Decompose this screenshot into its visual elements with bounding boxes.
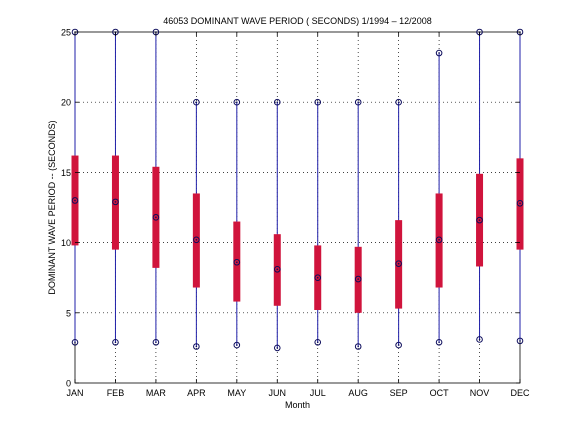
min-marker-dot	[397, 344, 400, 346]
x-tick-label: DEC	[510, 388, 530, 398]
box-series	[71, 28, 524, 352]
y-axis-label: DOMINANT WAVE PERIOD -- (SECONDS)	[47, 120, 57, 294]
min-marker	[193, 343, 200, 350]
min-marker	[152, 338, 160, 346]
max-marker	[273, 98, 281, 106]
median-marker-dot	[155, 216, 157, 219]
median-marker	[314, 274, 322, 282]
min-marker	[516, 337, 524, 345]
max-marker	[354, 98, 362, 106]
min-marker	[476, 336, 483, 343]
x-tick-label: FEB	[107, 388, 125, 398]
min-marker	[233, 341, 241, 349]
median-marker	[233, 258, 241, 266]
y-tick-label: 15	[61, 168, 71, 178]
median-marker	[112, 198, 119, 206]
median-marker-dot	[74, 199, 76, 202]
max-marker-dot	[438, 52, 440, 54]
median-marker-dot	[519, 202, 521, 205]
median-marker	[71, 197, 79, 204]
max-marker-dot	[276, 101, 279, 103]
x-tick-label: NOV	[470, 388, 490, 398]
x-tick-label: SEP	[390, 388, 408, 398]
box-sep	[395, 98, 403, 349]
min-marker	[314, 338, 322, 346]
median-marker-dot	[276, 268, 279, 271]
min-marker-dot	[438, 341, 440, 344]
max-marker	[314, 98, 322, 106]
median-marker-dot	[236, 261, 238, 264]
max-marker-dot	[397, 101, 400, 103]
median-marker-dot	[357, 278, 359, 280]
y-tick-label: 10	[61, 238, 71, 248]
x-tick-label: OCT	[430, 388, 450, 398]
median-marker-dot	[397, 262, 400, 265]
box-aug	[354, 98, 362, 350]
min-marker-dot	[236, 344, 238, 346]
box-may	[233, 98, 241, 349]
box-nov	[476, 28, 484, 343]
axes: 0 5 10 15 20 25 JAN FEB MAR APR MAY JUN JUL AUG SEP OCT…	[61, 28, 530, 399]
min-marker-dot	[519, 340, 521, 342]
y-tick-label: 20	[61, 98, 71, 108]
min-marker-dot	[478, 338, 481, 341]
x-tick-label: AUG	[348, 388, 368, 398]
box-jul	[314, 98, 322, 346]
median-marker-dot	[114, 201, 117, 203]
x-tick-label: JAN	[66, 388, 83, 398]
min-marker-dot	[195, 345, 198, 348]
min-marker	[71, 338, 79, 346]
min-marker-dot	[357, 345, 359, 348]
y-tick-label: 0	[66, 379, 71, 389]
y-tick-label: 5	[66, 308, 71, 318]
x-tick-label: APR	[187, 388, 206, 398]
median-marker	[273, 265, 281, 273]
box-jun	[273, 98, 281, 352]
median-marker-dot	[316, 276, 319, 279]
min-marker-dot	[316, 341, 319, 344]
x-tick-label: MAY	[227, 388, 246, 398]
min-marker	[395, 341, 402, 349]
max-marker	[193, 98, 200, 106]
chart-title: 46053 DOMINANT WAVE PERIOD ( SECONDS) 1/…	[163, 16, 431, 26]
x-axis-label: Month	[285, 400, 310, 410]
median-marker-dot	[195, 238, 198, 241]
max-marker-dot	[195, 101, 198, 103]
x-tick-label: JUL	[310, 388, 326, 398]
median-marker-dot	[438, 238, 440, 241]
x-tick-label: JUN	[269, 388, 287, 398]
max-marker	[435, 49, 443, 57]
median-marker	[193, 236, 200, 244]
min-marker-dot	[74, 341, 76, 344]
max-marker	[395, 98, 402, 106]
box-apr	[192, 98, 200, 350]
box-feb	[111, 28, 119, 346]
min-marker	[354, 343, 362, 350]
max-marker-dot	[316, 101, 319, 103]
max-marker-dot	[236, 101, 238, 103]
box-oct	[435, 49, 443, 346]
min-marker-dot	[276, 347, 279, 349]
x-tick-label: MAR	[146, 388, 167, 398]
min-marker	[435, 338, 443, 346]
box-mar	[152, 28, 160, 346]
max-marker-dot	[357, 101, 359, 103]
min-marker	[273, 344, 281, 352]
min-marker-dot	[114, 341, 117, 344]
median-marker-dot	[478, 219, 481, 221]
median-marker	[516, 199, 524, 207]
y-tick-label: 25	[61, 28, 71, 38]
min-marker	[112, 338, 119, 346]
median-marker	[354, 275, 362, 283]
median-marker	[152, 214, 160, 221]
median-marker	[476, 216, 483, 224]
max-marker	[233, 98, 241, 106]
min-marker-dot	[155, 341, 157, 344]
median-marker	[435, 236, 443, 244]
median-marker	[395, 260, 402, 267]
